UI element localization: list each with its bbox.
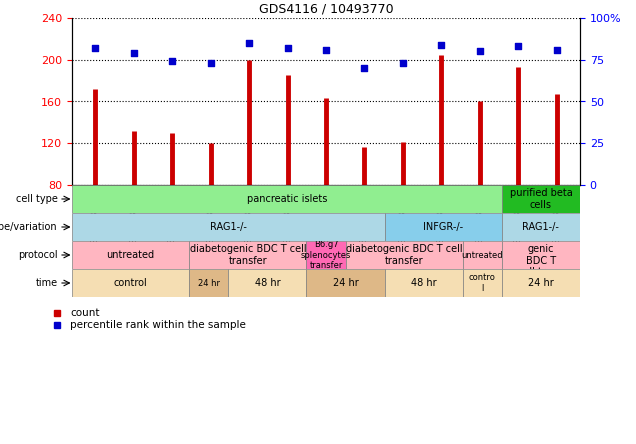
FancyBboxPatch shape <box>502 213 580 241</box>
Point <box>513 43 523 50</box>
Text: protocol: protocol <box>18 250 58 260</box>
Text: diabeto
genic
BDC T
cell trans: diabeto genic BDC T cell trans <box>518 233 563 278</box>
Text: percentile rank within the sample: percentile rank within the sample <box>71 321 246 330</box>
Text: 24 hr: 24 hr <box>528 278 554 288</box>
Point <box>475 48 485 55</box>
FancyBboxPatch shape <box>307 269 385 297</box>
Point <box>128 50 139 57</box>
Point <box>359 64 370 71</box>
FancyBboxPatch shape <box>72 241 190 269</box>
FancyBboxPatch shape <box>502 269 580 297</box>
Text: INFGR-/-: INFGR-/- <box>423 222 463 232</box>
Point <box>552 46 562 53</box>
FancyBboxPatch shape <box>385 269 463 297</box>
Text: 24 hr: 24 hr <box>198 278 220 288</box>
Text: 48 hr: 48 hr <box>254 278 280 288</box>
Text: time: time <box>36 278 58 288</box>
Text: genotype/variation: genotype/variation <box>0 222 58 232</box>
FancyBboxPatch shape <box>190 241 307 269</box>
Text: pancreatic islets: pancreatic islets <box>247 194 327 204</box>
Text: B6.g7
splenocytes
transfer: B6.g7 splenocytes transfer <box>301 240 351 270</box>
Text: diabetogenic BDC T cell
transfer: diabetogenic BDC T cell transfer <box>346 244 462 266</box>
FancyBboxPatch shape <box>502 185 580 213</box>
Point <box>321 46 331 53</box>
Point <box>90 44 100 52</box>
Text: count: count <box>71 308 100 318</box>
Text: untreated: untreated <box>107 250 155 260</box>
Point <box>244 40 254 47</box>
Text: diabetogenic BDC T cell
transfer: diabetogenic BDC T cell transfer <box>190 244 306 266</box>
Text: RAG1-/-: RAG1-/- <box>210 222 247 232</box>
FancyBboxPatch shape <box>72 185 502 213</box>
Text: control: control <box>114 278 148 288</box>
FancyBboxPatch shape <box>228 269 307 297</box>
Point <box>167 58 177 65</box>
FancyBboxPatch shape <box>502 241 580 269</box>
Point <box>398 59 408 67</box>
FancyBboxPatch shape <box>72 269 190 297</box>
FancyBboxPatch shape <box>463 241 502 269</box>
FancyBboxPatch shape <box>385 213 502 241</box>
Text: untreated: untreated <box>462 250 503 259</box>
Point <box>205 59 216 67</box>
Text: cell type: cell type <box>16 194 58 204</box>
Title: GDS4116 / 10493770: GDS4116 / 10493770 <box>259 3 393 16</box>
Point <box>282 44 293 52</box>
Text: contro
l: contro l <box>469 274 495 293</box>
FancyBboxPatch shape <box>345 241 463 269</box>
FancyBboxPatch shape <box>463 269 502 297</box>
Text: purified beta
cells: purified beta cells <box>509 188 572 210</box>
Point <box>436 41 446 48</box>
FancyBboxPatch shape <box>72 213 385 241</box>
Text: 48 hr: 48 hr <box>411 278 436 288</box>
Text: 24 hr: 24 hr <box>333 278 359 288</box>
FancyBboxPatch shape <box>190 269 228 297</box>
FancyBboxPatch shape <box>307 241 345 269</box>
Text: RAG1-/-: RAG1-/- <box>523 222 559 232</box>
